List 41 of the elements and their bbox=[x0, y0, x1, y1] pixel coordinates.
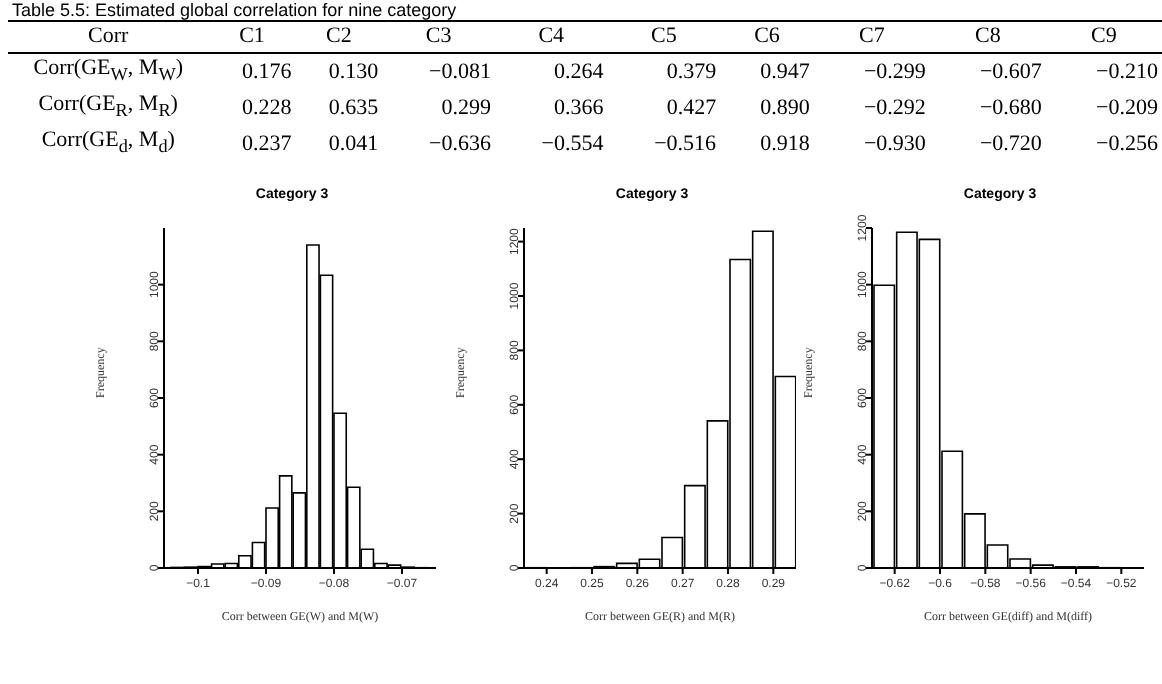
text: −0.516 bbox=[652, 129, 719, 160]
text: Corr(GE$_{R}$, M$_{R}$) bbox=[36, 90, 180, 125]
text: −0.680 bbox=[977, 93, 1044, 124]
text: 0.299 bbox=[439, 93, 493, 124]
text: −0.720 bbox=[977, 129, 1044, 160]
text: 0.635 bbox=[326, 93, 381, 124]
text: 0.228 bbox=[239, 93, 294, 124]
text: 0.237 bbox=[239, 129, 294, 160]
text: Corr bbox=[86, 22, 131, 52]
text: 0.890 bbox=[758, 93, 812, 124]
text: −0.299 bbox=[861, 57, 928, 88]
text: C6 bbox=[752, 22, 782, 52]
text: −0.636 bbox=[427, 129, 493, 160]
text: −0.607 bbox=[977, 57, 1044, 88]
text: C9 bbox=[1089, 22, 1119, 52]
text: −0.554 bbox=[539, 129, 606, 160]
text: 0.176 bbox=[239, 57, 294, 88]
text: C7 bbox=[857, 22, 887, 52]
text: −0.209 bbox=[1094, 93, 1160, 124]
text: 0.041 bbox=[326, 129, 381, 160]
text: C1 bbox=[237, 22, 267, 52]
text: C3 bbox=[423, 22, 454, 52]
text: Corr(GE$_{d}$, M$_{d}$) bbox=[39, 126, 177, 162]
text: C4 bbox=[536, 22, 567, 52]
text: −0.292 bbox=[861, 93, 928, 124]
text: C2 bbox=[324, 22, 354, 52]
text: 0.947 bbox=[758, 57, 812, 88]
text: 0.264 bbox=[552, 57, 606, 88]
text: 0.427 bbox=[664, 93, 719, 124]
text: 0.130 bbox=[326, 57, 381, 88]
text: 0.379 bbox=[664, 57, 719, 88]
text: −0.210 bbox=[1094, 57, 1160, 88]
text: Corr(GE$_{W}$, M$_{W}$) bbox=[31, 54, 186, 89]
text: C8 bbox=[973, 22, 1003, 52]
text: 0.918 bbox=[758, 129, 812, 160]
text: Table 5.5: Estimated global correlation for nine category bbox=[10, 0, 459, 20]
text: −0.930 bbox=[861, 129, 928, 160]
text: −0.081 bbox=[427, 57, 493, 88]
text: C5 bbox=[648, 22, 679, 52]
text: −0.256 bbox=[1094, 129, 1160, 160]
text: 0.366 bbox=[552, 93, 606, 124]
